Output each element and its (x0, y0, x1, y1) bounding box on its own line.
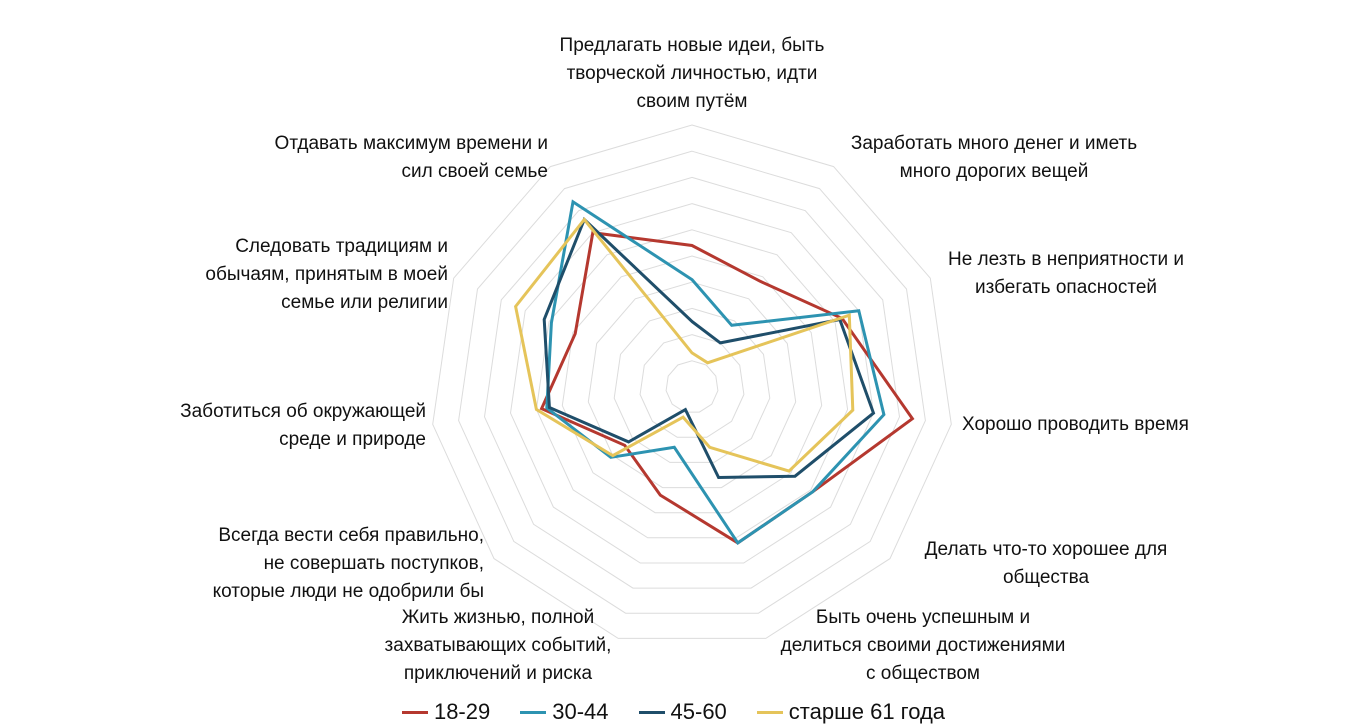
grid-ring (639, 334, 745, 438)
radar-series (513, 199, 915, 545)
legend-label: старше 61 года (788, 699, 946, 724)
series-line-45-60 (542, 216, 876, 480)
legend-label: 30-44 (552, 699, 609, 724)
axis-label-line: сил своей семье (401, 161, 548, 182)
axis-label-line: Отдавать максимум времени и (274, 133, 548, 154)
grid-ring (458, 150, 926, 614)
axis-label: Хорошо проводить время (962, 411, 1189, 439)
axis-label-line: которые люди не одобрили бы (212, 581, 484, 602)
axis-label-line: с обществом (866, 663, 980, 684)
axis-label-line: делиться своими достижениями (780, 635, 1066, 656)
axis-label: Заботиться об окружающей среде и природе (180, 398, 426, 454)
grid-ring (535, 229, 849, 539)
legend-swatch (756, 710, 783, 714)
axis-label: Предлагать новые идеи, быть творческой ли… (560, 32, 825, 116)
axis-label-line: среде и природе (279, 429, 426, 450)
axis-label-line: Жить жизнью, полной (401, 607, 595, 628)
axis-label-line: Следовать традициям и (235, 236, 448, 257)
axis-label: Отдавать максимум времени и сил своей сем… (275, 130, 548, 186)
axis-label-line: захватывающих событий, (384, 635, 612, 656)
radar-grid (432, 124, 952, 639)
axis-label-line: Хорошо проводить время (962, 414, 1189, 435)
grid-ring (561, 255, 823, 514)
axis-label-line: Быть очень успешным и (815, 607, 1031, 628)
axis-label-line: много дорогих вещей (899, 161, 1089, 182)
axis-label: Заработать много денег и иметь много доро… (851, 130, 1137, 186)
axis-label-line: семье или религии (281, 292, 448, 313)
axis-label-line: общества (1002, 567, 1090, 588)
legend-label: 45-60 (670, 699, 727, 724)
axis-label-line: Заработать много денег и иметь (850, 133, 1138, 154)
grid-ring (613, 307, 771, 463)
axis-label: Быть очень успешным и делиться своими дос… (781, 604, 1066, 688)
series-line-старше-61-года (513, 217, 855, 473)
legend-label: 18-29 (433, 699, 491, 724)
axis-label-line: Делать что-то хорошее для (924, 539, 1168, 560)
legend-swatch (638, 710, 665, 714)
axis-label-line: Заботиться об окружающей (180, 401, 426, 422)
legend-item-45-60: 45-60 (638, 699, 727, 725)
legend-swatch (520, 710, 547, 714)
grid-ring (509, 203, 875, 564)
legend-item-18-29: 18-29 (401, 699, 491, 725)
axis-label-line: приключений и риска (403, 663, 593, 684)
axis-label-line: Не лезть в неприятности и (947, 249, 1185, 270)
axis-label-line: творческой личностью, идти (566, 63, 818, 84)
axis-label-line: не совершать поступков, (263, 553, 484, 574)
axis-label: Следовать традициям и обычаям, принятым в… (205, 233, 448, 317)
grid-ring (483, 176, 901, 589)
legend-swatch (401, 710, 428, 714)
axis-label-line: Предлагать новые идеи, быть (559, 35, 825, 56)
axis-label: Всегда вести себя правильно, не совершать… (213, 522, 484, 606)
axis-label: Делать что-то хорошее для общества (925, 536, 1168, 592)
series-line-18-29 (539, 231, 915, 545)
axis-label: Не лезть в неприятности и избегать опасно… (948, 246, 1184, 302)
grid-ring (665, 360, 719, 413)
axis-label: Жить жизнью, полной захватывающих событий… (385, 604, 612, 688)
legend-item-61-plus: старше 61 года (756, 699, 946, 725)
grid-ring (587, 281, 797, 489)
series-line-30-44 (545, 199, 886, 545)
legend: 18-29 30-44 45-60 старше 61 года (0, 697, 1347, 727)
grid-ring (432, 124, 952, 639)
axis-label-line: своим путём (636, 91, 748, 112)
axis-label-line: Всегда вести себя правильно, (218, 525, 484, 546)
legend-item-30-44: 30-44 (520, 699, 609, 725)
axis-label-line: избегать опасностей (974, 277, 1158, 298)
axis-label-line: обычаям, принятым в моей (205, 264, 448, 285)
